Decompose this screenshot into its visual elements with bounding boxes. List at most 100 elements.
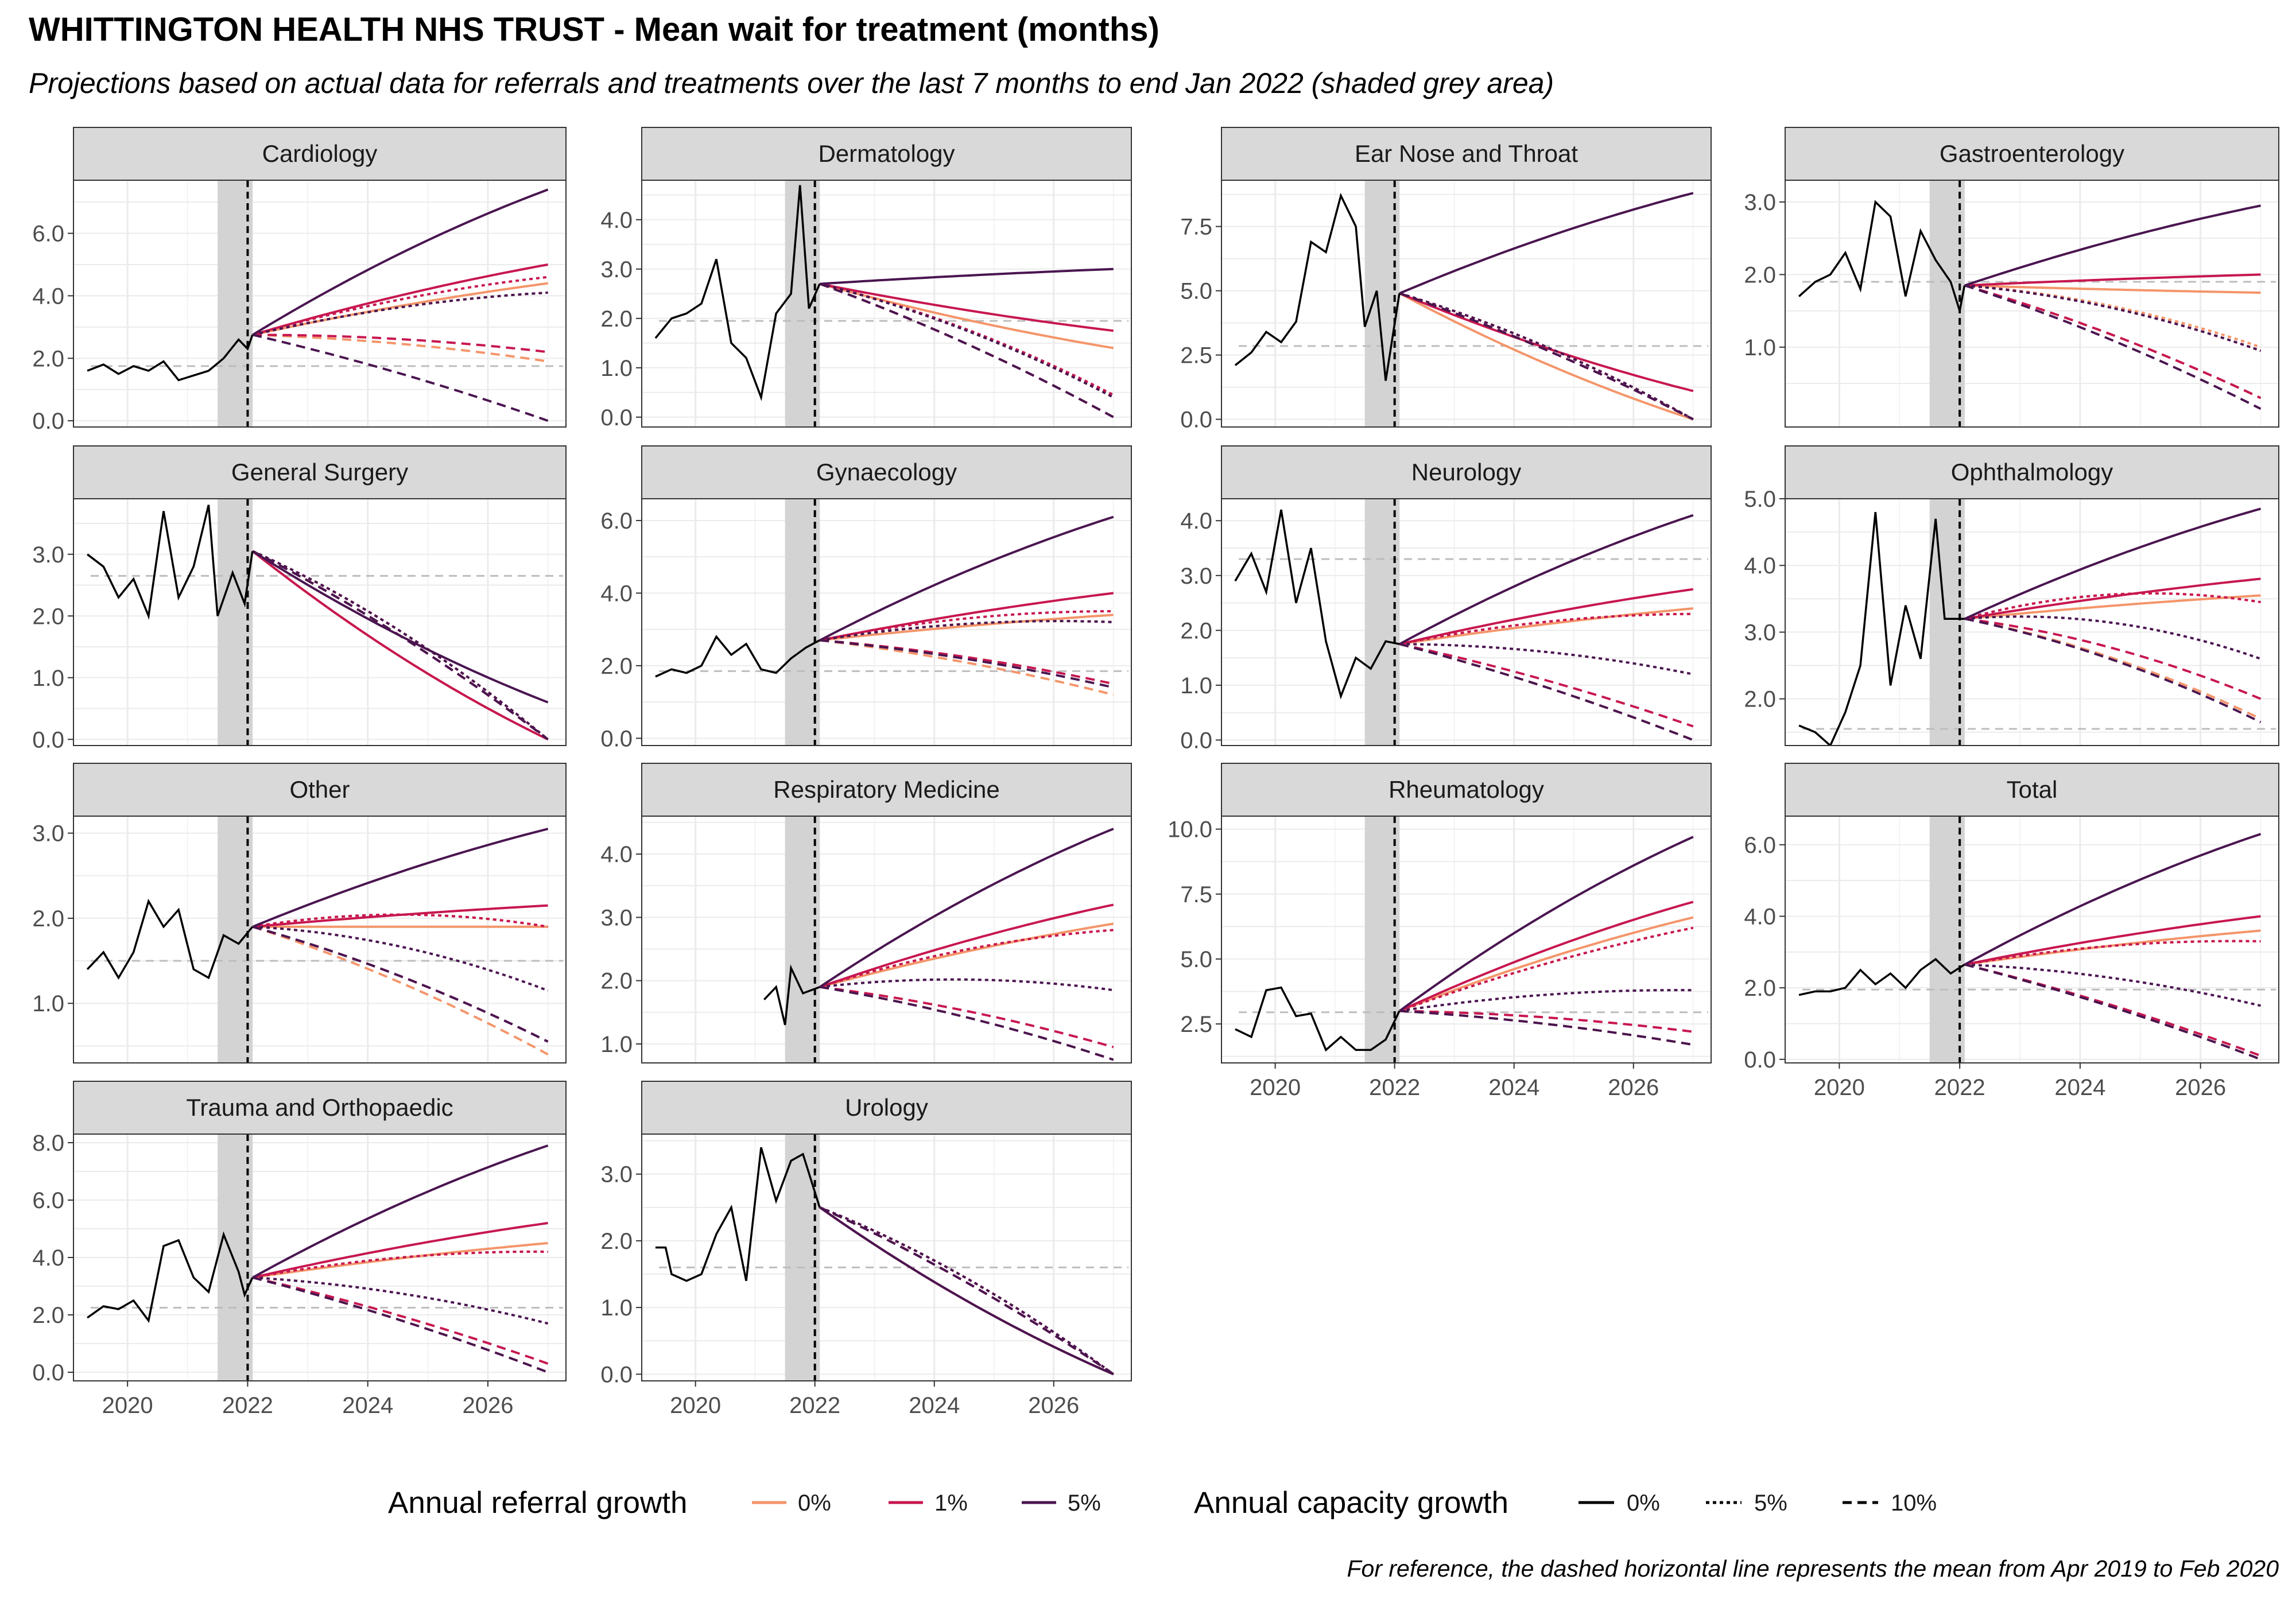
actual-wait-line-cardiology xyxy=(87,334,254,382)
facet-strip-ear-nose-and-throat xyxy=(1221,127,1712,181)
x-tick-label: 2020 xyxy=(1250,1075,1301,1100)
projection-line-cardiology-r1-cap2 xyxy=(253,333,548,354)
panel-border-neurology xyxy=(1221,498,1712,746)
projection-line-trauma-and-orthopaedic-r0-cap0 xyxy=(252,1242,548,1279)
facet-label-trauma-and-orthopaedic: Trauma and Orthopaedic xyxy=(186,1094,453,1121)
y-tick-label: 6.0 xyxy=(600,509,633,534)
actual-wait-line-neurology xyxy=(1234,509,1400,700)
projection-line-general-surgery-r5-cap2 xyxy=(252,550,549,740)
projection-line-gastroenterology-r1-cap0 xyxy=(1964,273,2261,287)
y-tick-label: 2.0 xyxy=(32,346,64,371)
x-tick-label: 2020 xyxy=(102,1393,153,1418)
facet-strip-ophthalmology xyxy=(1785,445,2279,499)
projection-line-ophthalmology-r0-cap0 xyxy=(1964,594,2261,620)
y-tick-label: 4.0 xyxy=(1744,904,1776,929)
y-tick-label: 3.0 xyxy=(32,821,64,847)
projection-line-neurology-r1-cap0 xyxy=(1399,588,1694,646)
projection-line-neurology-r5-cap1 xyxy=(1399,643,1694,676)
y-tick-label: 8.0 xyxy=(32,1131,64,1156)
actual-wait-line-ear-nose-and-throat xyxy=(1234,192,1401,381)
y-tick-label: 0.0 xyxy=(600,1362,633,1387)
projection-line-ear-nose-and-throat-r0-cap0 xyxy=(1399,292,1694,421)
projection-line-respiratory-medicine-r1-cap1 xyxy=(819,929,1114,988)
projection-line-ophthalmology-r1-cap2 xyxy=(1964,618,2262,700)
y-tick-label: 1.0 xyxy=(600,356,633,381)
facet-strip-respiratory-medicine xyxy=(641,763,1132,817)
projection-line-ophthalmology-r5-cap0 xyxy=(1964,507,2262,620)
actual-wait-line-total xyxy=(1798,958,1965,996)
projection-line-trauma-and-orthopaedic-r5-cap0 xyxy=(252,1144,549,1279)
projection-line-ophthalmology-r1-cap0 xyxy=(1964,577,2261,620)
projection-line-gastroenterology-r5-cap0 xyxy=(1964,204,2261,287)
x-tick-label: 2022 xyxy=(222,1393,273,1418)
projection-line-cardiology-r1-cap1 xyxy=(252,275,548,336)
projection-line-urology-r5-cap1 xyxy=(819,1206,1114,1376)
projection-line-other-r0-cap2 xyxy=(252,925,549,1055)
y-tick-label: 2.0 xyxy=(1744,262,1776,288)
projection-line-neurology-r1-cap1 xyxy=(1399,612,1693,646)
panel-border-rheumatology xyxy=(1221,816,1712,1063)
projection-line-cardiology-r5-cap2 xyxy=(252,333,549,422)
actual-wait-line-trauma-and-orthopaedic xyxy=(87,1231,254,1323)
projection-line-ear-nose-and-throat-r5-cap0 xyxy=(1399,192,1694,294)
actual-wait-line-gastroenterology xyxy=(1798,200,1966,312)
y-tick-label: 2.0 xyxy=(600,654,633,679)
facet-label-gastroenterology: Gastroenterology xyxy=(1940,140,2124,167)
y-tick-label: 6.0 xyxy=(32,222,64,247)
projection-line-ear-nose-and-throat-r5-cap2 xyxy=(1399,292,1694,421)
y-tick-label: 5.0 xyxy=(1744,487,1776,512)
x-tick-label: 2024 xyxy=(1488,1075,1539,1100)
projection-line-respiratory-medicine-r5-cap0 xyxy=(819,828,1114,988)
projection-line-cardiology-r0-cap2 xyxy=(253,333,548,363)
y-tick-label: 3.0 xyxy=(32,542,64,568)
y-tick-label: 5.0 xyxy=(1180,279,1212,304)
projection-line-cardiology-r5-cap0 xyxy=(252,188,549,336)
projection-line-other-r5-cap2 xyxy=(252,925,549,1043)
x-tick-label: 2020 xyxy=(1814,1075,1865,1100)
projection-line-neurology-r5-cap0 xyxy=(1399,514,1694,645)
y-tick-label: 2.0 xyxy=(600,306,633,332)
y-tick-label: 6.0 xyxy=(32,1188,64,1213)
projection-line-respiratory-medicine-r5-cap2 xyxy=(819,985,1114,1061)
actual-wait-line-general-surgery xyxy=(87,504,254,620)
projection-line-urology-r5-cap0 xyxy=(819,1206,1114,1376)
facet-label-neurology: Neurology xyxy=(1411,459,1521,486)
actual-wait-line-respiratory-medicine xyxy=(763,964,820,1026)
projection-line-other-r5-cap0 xyxy=(252,828,549,928)
panel-bg-gastroenterology xyxy=(1785,180,2279,427)
x-tick-label: 2026 xyxy=(2175,1075,2226,1100)
facet-label-general-surgery: General Surgery xyxy=(231,459,408,486)
y-tick-label: 3.0 xyxy=(600,257,633,282)
panel-bg-rheumatology xyxy=(1221,816,1711,1063)
actual-wait-line-other xyxy=(86,898,254,980)
panel-border-respiratory-medicine xyxy=(641,816,1132,1063)
projection-line-respiratory-medicine-r1-cap0 xyxy=(819,903,1114,988)
y-tick-label: 3.0 xyxy=(600,905,633,930)
y-tick-label: 1.0 xyxy=(1180,673,1212,698)
y-tick-label: 0.0 xyxy=(32,727,64,752)
y-tick-label: 5.0 xyxy=(1180,947,1212,972)
x-tick-label: 2022 xyxy=(1934,1075,1985,1100)
y-tick-label: 7.5 xyxy=(1180,882,1212,907)
y-tick-label: 2.0 xyxy=(1744,687,1776,712)
x-tick-label: 2024 xyxy=(342,1393,393,1418)
panel-border-urology xyxy=(641,1134,1132,1381)
projection-line-trauma-and-orthopaedic-r5-cap2 xyxy=(252,1276,549,1373)
facet-label-dermatology: Dermatology xyxy=(818,140,955,167)
projection-line-trauma-and-orthopaedic-r5-cap1 xyxy=(253,1276,549,1325)
y-tick-label: 4.0 xyxy=(32,1245,64,1271)
facet-label-gynaecology: Gynaecology xyxy=(816,459,957,486)
projection-line-rheumatology-r0-cap0 xyxy=(1399,916,1694,1012)
projection-line-dermatology-r1-cap0 xyxy=(819,282,1114,332)
x-tick-label: 2026 xyxy=(1608,1075,1659,1100)
x-tick-label: 2022 xyxy=(1369,1075,1420,1100)
panel-border-cardiology xyxy=(73,180,567,428)
projection-line-rheumatology-r1-cap2 xyxy=(1399,1010,1694,1033)
projection-line-rheumatology-r5-cap2 xyxy=(1399,1010,1694,1046)
facet-label-rheumatology: Rheumatology xyxy=(1389,776,1544,803)
projection-line-neurology-r0-cap0 xyxy=(1399,607,1693,646)
projection-line-general-surgery-r1-cap0 xyxy=(251,550,549,741)
y-tick-label: 2.0 xyxy=(600,969,633,994)
panel-border-total xyxy=(1785,816,2279,1063)
